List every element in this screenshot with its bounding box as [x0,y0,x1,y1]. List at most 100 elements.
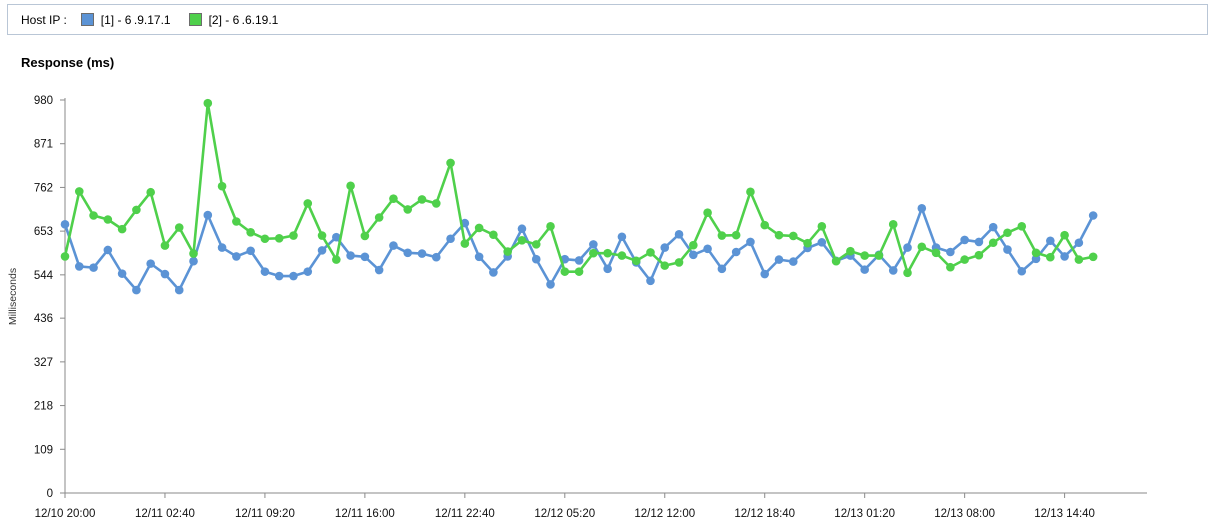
series-2-point [474,223,484,233]
series-2-point [503,247,512,256]
series-1-point [546,280,555,289]
series-1-point [60,220,70,229]
series-1-point [360,252,370,262]
series-1-point [703,244,712,254]
x-tick-label: 12/13 08:00 [934,508,995,520]
series-1-point [1060,252,1069,261]
y-tick-label: 871 [34,139,53,151]
y-tick-label: 762 [34,182,53,194]
series-1-point [217,243,227,252]
series-1-point [646,276,655,286]
series-1-point [903,243,912,252]
series-1-point [860,265,869,274]
y-tick-label: 109 [34,444,53,456]
y-tick-label: 436 [34,313,53,325]
series-2-point [888,220,898,229]
series-1-point [988,222,998,232]
series-1-point [774,255,784,264]
series-1-point [888,266,898,275]
series-1-point [389,241,398,250]
series-1-point [788,257,798,266]
series-1-point [960,235,969,245]
series-2-point [289,231,298,240]
series-2-point [403,205,413,214]
x-tick-label: 12/11 16:00 [335,508,395,520]
series-2-point [646,248,655,257]
series-2-point [189,249,198,258]
series-1-point [346,251,355,260]
series-1-point [617,232,627,242]
legend-title: Host IP : [21,12,67,27]
series-2-point [760,220,770,230]
series-2-point [1003,228,1012,238]
series-2-point [917,242,927,252]
series-2-point [217,181,227,191]
series-1-point [1031,254,1041,264]
series-2-point [360,231,370,241]
series-2-point [831,256,841,266]
series-1-point [817,238,827,247]
series-1-point [189,256,198,266]
legend-item-host-2[interactable]: [2] - 6 .6.19.1 [188,12,279,27]
series-1-point [474,252,484,262]
series-1-point [446,234,455,244]
series-1-point [89,263,98,272]
series-2-point [689,240,698,250]
series-1-point [274,271,284,281]
series-2-point [703,208,712,217]
series-1-point [117,269,127,278]
series-1-point [917,203,927,213]
series-2-point [674,258,684,267]
series-2-point [931,248,941,258]
series-2-point [489,230,498,240]
legend-label-host-2: [2] - 6 .6.19.1 [208,12,279,27]
series-1-point [203,210,213,220]
series-2-point [517,236,527,245]
series-2-point [560,267,570,276]
series-2-point [74,187,84,196]
series-1-point [1003,245,1012,254]
legend-item-host-1[interactable]: [1] - 6 .9.17.1 [80,13,171,27]
series-2-point [174,223,184,232]
series-2-point [146,187,155,197]
series-1-point [160,269,170,279]
series-2-point [89,211,98,220]
series-2-point [731,230,741,240]
series-1-point [489,268,498,277]
x-tick-label: 12/13 01:20 [834,508,895,520]
series-1-point [603,264,612,274]
x-tick-label: 12/12 12:00 [634,508,695,520]
series-1-point [1046,236,1055,246]
y-tick-label: 218 [34,401,53,413]
series-1-point [74,262,84,271]
legend-swatch-host-2 [188,13,202,26]
series-2-point [431,199,441,208]
series-2-point [603,248,612,258]
series-2-point [132,205,141,215]
series-1-point [246,246,255,256]
series-2-point [946,262,955,272]
series-2-point [1088,252,1098,262]
series-2-point [160,241,170,250]
x-tick-label: 12/13 14:40 [1034,508,1095,520]
series-2-point [974,250,984,260]
series-1-point [103,245,113,255]
x-tick-label: 12/11 09:20 [235,508,295,520]
series-2-point [460,239,470,248]
series-2-point [203,98,213,108]
series-2-point [960,255,969,264]
series-2-point [774,230,784,240]
series-2-point [446,158,455,168]
series-1-point [674,230,684,239]
series-1-point [132,285,141,295]
series-1-point [431,252,441,262]
series-1-point [1074,238,1084,248]
series-2-point [303,199,313,208]
series-2-point [317,231,327,240]
series-2-point [1046,252,1055,262]
series-2-point [988,238,998,248]
series-1-point [746,237,755,247]
series-1-point [289,271,298,281]
y-axis-title: Milliseconds [7,268,19,325]
